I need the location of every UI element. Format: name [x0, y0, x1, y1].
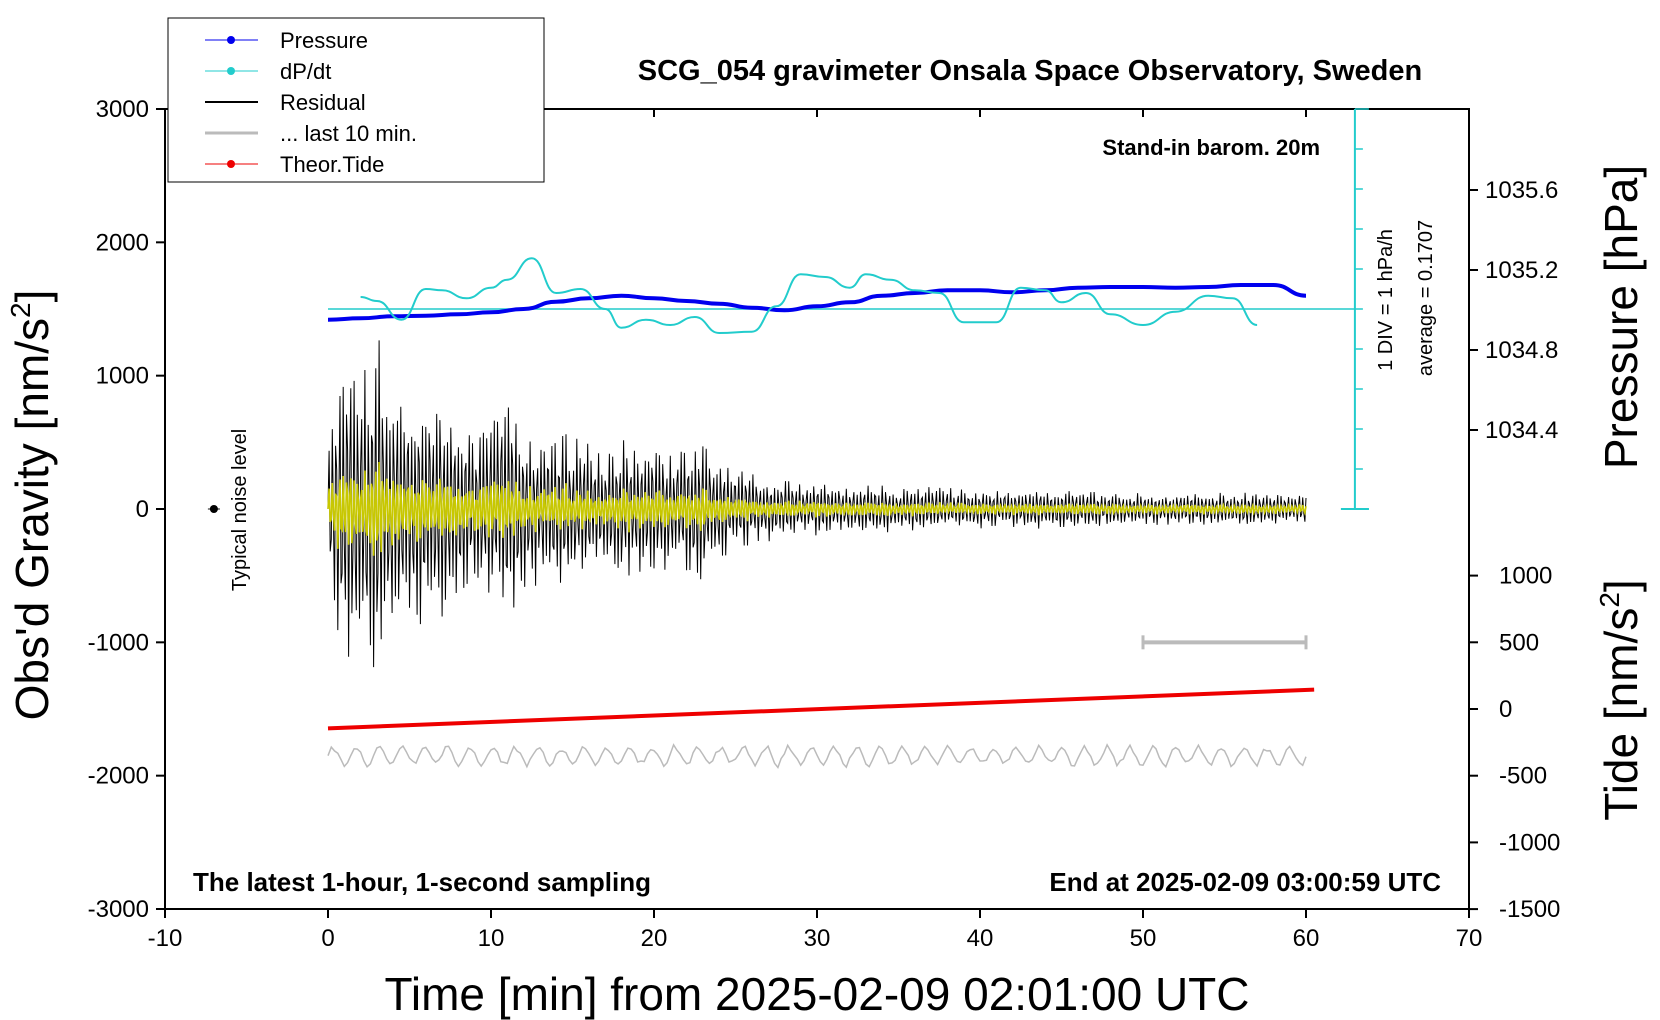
- legend-marker: [227, 36, 235, 44]
- dpdt-line: [360, 257, 1258, 335]
- x-tick-label: -10: [148, 925, 183, 952]
- tide-tick-label: 500: [1499, 629, 1539, 656]
- x-tick-label: 70: [1456, 925, 1483, 952]
- x-tick-label: 30: [804, 925, 831, 952]
- tide-tick-label: 0: [1499, 696, 1512, 723]
- tide-tick-label: -1000: [1499, 829, 1560, 856]
- x-tick-label: 40: [967, 925, 994, 952]
- bottom-right-label: End at 2025-02-09 03:00:59 UTC: [1049, 867, 1441, 897]
- x-tick-label: 50: [1130, 925, 1157, 952]
- legend-label: Pressure: [280, 28, 368, 53]
- legend-label: ... last 10 min.: [280, 121, 417, 146]
- y-tick-label: 1000: [96, 363, 149, 390]
- legend-box: [167, 17, 545, 183]
- y-tick-label: -2000: [88, 763, 149, 790]
- legend: Pressure dP/dt Residual ... last 10 min. The…: [167, 17, 545, 183]
- stand-in-label: Stand-in barom. 20m: [1102, 135, 1320, 160]
- legend-marker: [227, 67, 235, 75]
- noise-level-dot: [209, 505, 218, 513]
- pressure-tick-label: 1034.8: [1485, 337, 1558, 364]
- y-tick-label: 2000: [96, 229, 149, 256]
- noise-label: Typical noise level: [229, 429, 251, 591]
- legend-label: Residual: [280, 90, 366, 115]
- tide-tick-label: -500: [1499, 763, 1547, 790]
- pressure-tick-label: 1034.4: [1485, 417, 1558, 444]
- grey-trace-line: [327, 743, 1307, 770]
- x-tick-label: 60: [1293, 925, 1320, 952]
- pressure-line: [327, 283, 1307, 322]
- average-label: average = 0.1707: [1415, 220, 1437, 376]
- y-tick-label: -3000: [88, 896, 149, 923]
- div-label: 1 DIV = 1 hPa/h: [1375, 229, 1397, 371]
- bottom-left-label: The latest 1-hour, 1-second sampling: [193, 867, 651, 897]
- pressure-tick-label: 1035.2: [1485, 257, 1558, 284]
- ticks-layer: -10 0 10 20 30 40 50 60 70 -3000 -2000 -1000 0 1000 20…: [88, 96, 1561, 952]
- y-axis-pressure-label: Pressure [hPa]: [1595, 165, 1647, 469]
- residual-filtered-line: [327, 461, 1307, 556]
- legend-label: dP/dt: [280, 59, 331, 84]
- residual-line: [327, 340, 1307, 668]
- x-tick-label: 0: [321, 925, 334, 952]
- x-tick-label: 10: [478, 925, 505, 952]
- x-axis-label: Time [min] from 2025-02-09 02:01:00 UTC: [385, 968, 1250, 1020]
- y-tick-label: -1000: [88, 629, 149, 656]
- y-axis-left-label: Obs'd Gravity [nm/s2]: [5, 290, 58, 721]
- series-layer: [207, 108, 1369, 770]
- tide-tick-label: 1000: [1499, 563, 1552, 590]
- y-tick-label: 3000: [96, 96, 149, 123]
- y-tick-label: 0: [136, 496, 149, 523]
- tide-tick-label: -1500: [1499, 896, 1560, 923]
- pressure-tick-label: 1035.6: [1485, 177, 1558, 204]
- x-tick-label: 20: [641, 925, 668, 952]
- y-axis-tide-label: Tide [nm/s2]: [1594, 579, 1647, 820]
- chart-title: SCG_054 gravimeter Onsala Space Observat…: [638, 55, 1422, 87]
- theor-tide-line: [327, 687, 1315, 731]
- legend-label: Theor.Tide: [280, 152, 384, 177]
- legend-marker: [227, 160, 235, 168]
